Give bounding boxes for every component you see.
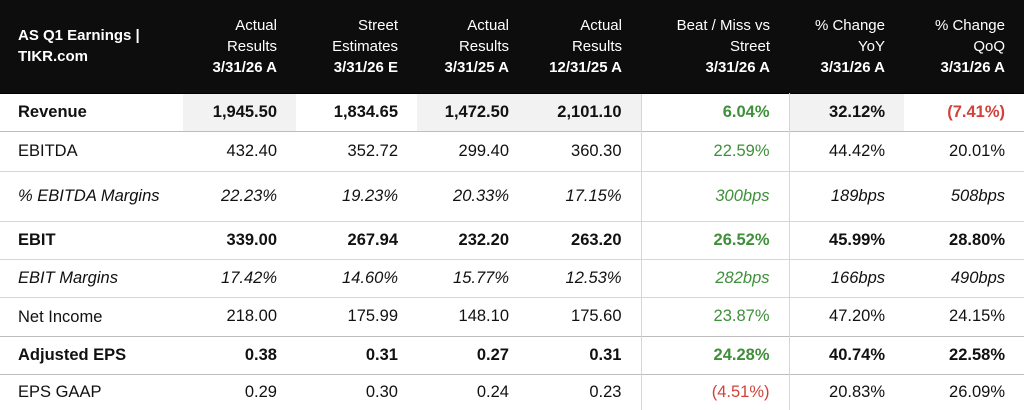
table-row-ebit-margins: EBIT Margins 17.42% 14.60% 15.77% 12.53%… [0,258,1024,297]
col-header-beat-miss: Beat / Miss vs Street 3/31/26 A [641,0,789,93]
table-cell: 17.42% [183,258,296,297]
row-label: % EBITDA Margins [0,170,183,221]
table-cell: 23.87% [640,296,790,336]
col-label: % Change QoQ [934,16,1005,55]
table-row-ebit: EBIT 339.00 267.94 232.20 263.20 26.52% … [0,220,1024,259]
table-cell: 1,834.65 [296,92,417,131]
col-date: 3/31/26 A [820,58,886,76]
table-cell: 189bps [789,170,904,221]
table-cell: 299.40 [417,130,528,171]
col-header-actual-12-31-25: Actual Results 12/31/25 A [528,0,641,93]
table-cell: 40.74% [789,335,904,374]
col-date: 3/31/26 A [940,58,1006,76]
table-cell: 148.10 [417,296,528,336]
table-cell: (4.51%) [640,373,790,410]
row-label: Net Income [0,296,183,336]
col-header-actual-3-31-25: Actual Results 3/31/25 A [417,0,528,93]
table-cell: 0.29 [183,373,296,410]
col-label: Actual Results [226,16,277,55]
table-cell: 24.15% [904,296,1024,336]
table-cell: 175.60 [528,296,641,336]
table-cell: 2,101.10 [528,92,641,131]
table-cell: 0.31 [296,335,417,374]
table-cell: 0.23 [528,373,641,410]
table-cell: 175.99 [296,296,417,336]
table-cell: 166bps [789,258,904,297]
col-date: 3/31/26 A [212,58,278,76]
table-row-revenue: Revenue 1,945.50 1,834.65 1,472.50 2,101… [0,92,1024,131]
table-cell: 508bps [904,170,1024,221]
table-cell: 490bps [904,258,1024,297]
row-label: EBIT [0,220,183,259]
table-title: AS Q1 Earnings | TIKR.com [18,27,140,66]
table-cell: 14.60% [296,258,417,297]
col-header-actual-3-31-26: Actual Results 3/31/26 A [183,0,296,93]
table-cell: 26.09% [904,373,1024,410]
col-label: Actual Results [458,16,509,55]
table-cell: 19.23% [296,170,417,221]
table-cell: 339.00 [183,220,296,259]
table-cell: 45.99% [789,220,904,259]
table-row-adjusted-eps: Adjusted EPS 0.38 0.31 0.27 0.31 24.28% … [0,335,1024,374]
row-label: Adjusted EPS [0,335,183,374]
table-cell: 22.58% [904,335,1024,374]
table-cell: 432.40 [183,130,296,171]
table-cell: 1,945.50 [183,92,296,131]
col-date: 3/31/25 A [444,58,510,76]
col-header-street-estimates: Street Estimates 3/31/26 E [296,0,417,93]
col-date: 12/31/25 A [549,58,622,76]
table-cell: 22.23% [183,170,296,221]
col-label: % Change YoY [814,16,885,55]
table-cell: 0.24 [417,373,528,410]
col-date: 3/31/26 E [333,58,398,76]
table-cell: 44.42% [789,130,904,171]
table-cell: 20.83% [789,373,904,410]
table-cell: 300bps [640,170,790,221]
table-cell: 28.80% [904,220,1024,259]
col-header-change-yoy: % Change YoY 3/31/26 A [789,0,904,93]
table-cell: 352.72 [296,130,417,171]
col-date: 3/31/26 A [705,58,771,76]
table-cell: 24.28% [640,335,790,374]
table-cell: 232.20 [417,220,528,259]
table-cell: 360.30 [528,130,641,171]
table-cell: 20.33% [417,170,528,221]
table-cell: 0.31 [528,335,641,374]
table-row-net-income: Net Income 218.00 175.99 148.10 175.60 2… [0,296,1024,336]
table-cell: 0.30 [296,373,417,410]
row-label: EBIT Margins [0,258,183,297]
col-label: Beat / Miss vs Street [676,16,770,55]
row-label: EBITDA [0,130,183,171]
table-cell: 267.94 [296,220,417,259]
col-label: Street Estimates [332,16,398,55]
table-cell: 47.20% [789,296,904,336]
table-cell: 22.59% [640,130,790,171]
table-cell: 17.15% [528,170,641,221]
table-cell: 26.52% [640,220,790,259]
table-cell: 218.00 [183,296,296,336]
table-cell: 32.12% [789,92,904,131]
table-cell: 0.27 [417,335,528,374]
table-cell: 263.20 [528,220,641,259]
row-label: EPS GAAP [0,373,183,410]
table-cell: 282bps [640,258,790,297]
table-cell: 12.53% [528,258,641,297]
row-label: Revenue [0,92,183,131]
col-header-change-qoq: % Change QoQ 3/31/26 A [904,0,1024,93]
table-cell: 1,472.50 [417,92,528,131]
table-row-ebitda: EBITDA 432.40 352.72 299.40 360.30 22.59… [0,130,1024,171]
table-cell: 15.77% [417,258,528,297]
table-row-ebitda-margins: % EBITDA Margins 22.23% 19.23% 20.33% 17… [0,170,1024,221]
table-row-eps-gaap: EPS GAAP 0.29 0.30 0.24 0.23 (4.51%) 20.… [0,373,1024,410]
table-cell: 0.38 [183,335,296,374]
table-cell: 20.01% [904,130,1024,171]
header-row: AS Q1 Earnings | TIKR.com Actual Results… [0,0,1024,93]
col-label: Actual Results [571,16,622,55]
table-cell: 6.04% [640,92,790,131]
table-cell: (7.41%) [904,92,1024,131]
